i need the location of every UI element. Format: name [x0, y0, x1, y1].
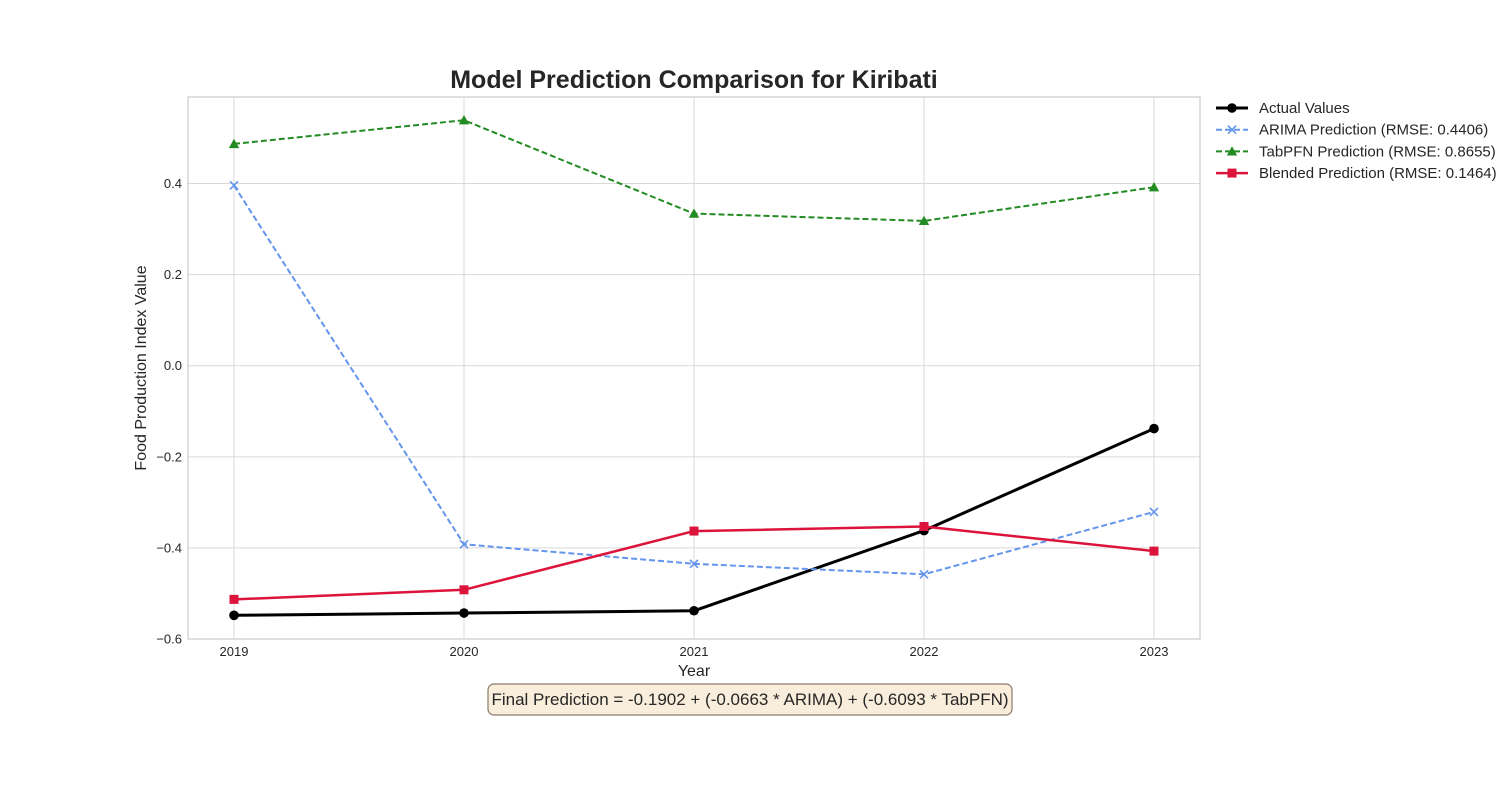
grid: [188, 97, 1200, 640]
legend-marker: [1227, 125, 1237, 135]
legend-marker: [1227, 168, 1237, 178]
chart-title: Model Prediction Comparison for Kiribati: [450, 66, 938, 94]
series-tabpfn: [228, 115, 1160, 226]
legend-item-arima: ARIMA Prediction (RMSE: 0.4406): [1216, 122, 1488, 139]
series-blended: [229, 522, 1159, 604]
x-tick-label: 2021: [680, 644, 709, 659]
data-point-tabpfn: [688, 208, 700, 218]
data-point-blended: [1149, 546, 1159, 556]
y-tick-label: 0.0: [164, 358, 182, 373]
data-point-actual: [689, 605, 699, 616]
legend-marker: [1227, 103, 1237, 113]
y-tick-label: −0.2: [156, 449, 182, 464]
y-tick-label: −0.4: [156, 540, 182, 555]
data-point-arima: [919, 569, 929, 579]
legend-item-blended: Blended Prediction (RMSE: 0.1464): [1216, 165, 1497, 182]
annotation-text: Final Prediction = -0.1902 + (-0.0663 * …: [491, 690, 1008, 709]
data-point-blended: [919, 522, 929, 532]
data-point-blended: [689, 526, 699, 536]
y-axis-label: Food Production Index Value: [133, 265, 150, 470]
legend-item-actual: Actual Values: [1216, 100, 1350, 117]
data-point-actual: [459, 608, 469, 618]
data-point-actual: [1149, 423, 1159, 434]
legend-label: ARIMA Prediction (RMSE: 0.4406): [1259, 122, 1488, 139]
data-point-arima: [1149, 507, 1159, 517]
data-point-tabpfn: [918, 215, 930, 226]
series-layer: [228, 115, 1160, 621]
data-point-arima: [229, 180, 239, 190]
plot-area: [187, 96, 1201, 640]
series-arima: [229, 180, 1159, 579]
y-tick-label: −0.6: [156, 632, 182, 647]
series-actual: [229, 423, 1159, 621]
data-point-tabpfn: [1148, 181, 1160, 192]
y-tick-label: 0.4: [164, 176, 182, 191]
legend-label: Blended Prediction (RMSE: 0.1464): [1259, 165, 1497, 182]
data-point-arima: [459, 539, 469, 549]
data-point-actual: [229, 610, 239, 621]
tick-labels: 2019 2020 2021 2022 2023 −0.6 −0.4 −0.2 0.0 0.2 0.…: [156, 176, 1168, 659]
x-tick-label: 2019: [220, 644, 249, 659]
x-tick-label: 2020: [450, 644, 479, 659]
data-point-tabpfn: [228, 138, 240, 149]
legend-marker: [1226, 146, 1238, 156]
legend: Actual Values ARIMA Prediction (RMSE: 0.4…: [1216, 100, 1497, 182]
formula-annotation: Final Prediction = -0.1902 + (-0.0663 * …: [487, 683, 1013, 716]
x-tick-label: 2023: [1140, 644, 1169, 659]
legend-label: TabPFN Prediction (RMSE: 0.8655): [1259, 143, 1496, 160]
data-point-blended: [229, 594, 239, 604]
annotation-box-background: [487, 683, 1013, 716]
data-point-arima: [689, 559, 699, 569]
x-tick-label: 2022: [910, 644, 939, 659]
legend-item-tabpfn: TabPFN Prediction (RMSE: 0.8655): [1216, 143, 1496, 160]
data-point-blended: [459, 585, 469, 595]
x-axis-label: Year: [678, 663, 711, 680]
legend-label: Actual Values: [1259, 100, 1350, 117]
y-tick-label: 0.2: [164, 267, 182, 282]
data-point-tabpfn: [458, 115, 470, 125]
